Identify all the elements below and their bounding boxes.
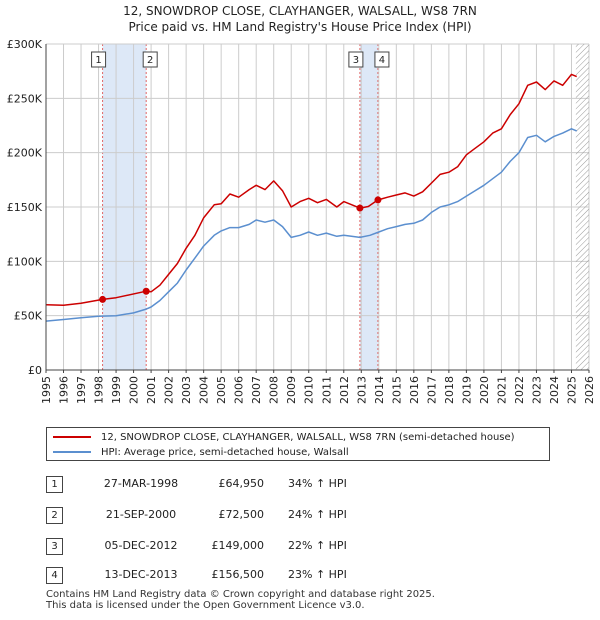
x-tick-label: 2018: [443, 376, 456, 404]
x-tick-label: 2024: [548, 376, 561, 404]
transaction-number: 4: [46, 567, 63, 584]
transaction-date: 05-DEC-2012: [104, 539, 178, 552]
x-tick-label: 1997: [75, 376, 88, 404]
sale-number-box-frame: [348, 51, 364, 68]
legend-entry-property: 12, SNOWDROP CLOSE, CLAYHANGER, WALSALL,…: [53, 430, 515, 444]
x-tick-label: 2012: [338, 376, 351, 404]
transaction-date: 21-SEP-2000: [105, 508, 177, 521]
x-tick-label: 2007: [250, 376, 263, 404]
x-tick-label: 2019: [460, 376, 473, 404]
sale-number-box-frame: [142, 51, 158, 68]
sale-point: [99, 295, 107, 303]
sale-point: [374, 196, 382, 204]
sale-number-label: 3: [353, 55, 359, 66]
transaction-hpi: 34% ↑ HPI: [288, 477, 347, 490]
chart-subtitle: Price paid vs. HM Land Registry's House …: [128, 20, 471, 34]
transaction-hpi: 22% ↑ HPI: [288, 539, 347, 552]
transaction-price: £72,500: [218, 508, 265, 521]
x-tick-label: 2016: [408, 376, 421, 404]
x-tick-label: 2006: [233, 376, 246, 404]
sale-point: [142, 287, 150, 295]
footer-line-1: Contains HM Land Registry data © Crown c…: [46, 589, 435, 600]
x-tick-label: 1999: [110, 376, 123, 404]
y-tick-label: £200K: [7, 147, 43, 160]
x-tick-label: 2000: [128, 376, 141, 404]
y-tick-label: £300K: [7, 38, 43, 51]
footer-line-2: This data is licensed under the Open Gov…: [46, 600, 365, 611]
transaction-number: 2: [46, 507, 63, 524]
x-tick-label: 2001: [145, 376, 158, 404]
footer-attribution: Contains HM Land Registry data © Crown c…: [46, 589, 435, 611]
y-tick-label: £250K: [7, 92, 43, 105]
sale-number-box: 3: [348, 51, 364, 68]
x-tick-label: 1996: [58, 376, 71, 404]
x-tick-label: 2008: [268, 376, 281, 404]
chart-title: 12, SNOWDROP CLOSE, CLAYHANGER, WALSALL,…: [123, 4, 477, 18]
x-tick-label: 2021: [495, 376, 508, 404]
sale-point: [356, 204, 364, 212]
x-tick-label: 2014: [373, 376, 386, 404]
x-tick-label: 1995: [40, 376, 53, 404]
sale-number-box-frame: [374, 51, 390, 68]
x-tick-label: 2011: [320, 376, 333, 404]
legend-hpi-label: HPI: Average price, semi-detached house,…: [101, 446, 349, 458]
transaction-price: £156,500: [211, 568, 265, 581]
y-tick-label: £100K: [7, 255, 43, 268]
transaction-number: 3: [46, 538, 63, 555]
legend-red-swatch: [53, 436, 91, 438]
x-tick-label: 2017: [425, 376, 438, 404]
transaction-date: 27-MAR-1998: [103, 477, 179, 490]
future-hatch-region: [575, 44, 589, 370]
x-tick-label: 2013: [355, 376, 368, 404]
x-tick-label: 2026: [583, 376, 596, 404]
y-tick-label: £150K: [7, 201, 43, 214]
transaction-hpi: 23% ↑ HPI: [288, 568, 347, 581]
sale-number-box: 1: [91, 51, 107, 68]
x-tick-label: 2022: [513, 376, 526, 404]
y-tick-label: £50K: [14, 310, 43, 323]
x-tick-label: 1998: [93, 376, 106, 404]
sale-number-label: 4: [379, 55, 385, 66]
price-chart: 12, SNOWDROP CLOSE, CLAYHANGER, WALSALL,…: [7, 4, 596, 404]
x-tick-label: 2004: [198, 376, 211, 404]
sale-number-label: 2: [147, 55, 153, 66]
sale-number-box-frame: [91, 51, 107, 68]
transaction-date: 13-DEC-2013: [104, 568, 178, 581]
x-tick-label: 2010: [303, 376, 316, 404]
transaction-price: £64,950: [218, 477, 265, 490]
x-tick-label: 2005: [215, 376, 228, 404]
transaction-number: 1: [46, 476, 63, 493]
x-tick-label: 2015: [390, 376, 403, 404]
x-tick-label: 2025: [565, 376, 578, 404]
chart-legend: 12, SNOWDROP CLOSE, CLAYHANGER, WALSALL,…: [46, 427, 550, 461]
sale-number-box: 2: [142, 51, 158, 68]
legend-blue-swatch: [53, 451, 91, 453]
x-tick-label: 2002: [163, 376, 176, 404]
x-tick-label: 2009: [285, 376, 298, 404]
legend-entry-hpi: HPI: Average price, semi-detached house,…: [53, 445, 349, 459]
sale-number-box: 4: [374, 51, 390, 68]
sale-number-label: 1: [95, 55, 101, 66]
x-tick-label: 2023: [530, 376, 543, 404]
transaction-price: £149,000: [211, 539, 265, 552]
x-tick-label: 2020: [478, 376, 491, 404]
transaction-hpi: 24% ↑ HPI: [288, 508, 347, 521]
hpi-series-line: [45, 128, 577, 322]
legend-property-label: 12, SNOWDROP CLOSE, CLAYHANGER, WALSALL,…: [101, 431, 515, 443]
x-tick-label: 2003: [180, 376, 193, 404]
y-tick-label: £0: [28, 364, 42, 377]
property-series-line: [45, 73, 577, 307]
